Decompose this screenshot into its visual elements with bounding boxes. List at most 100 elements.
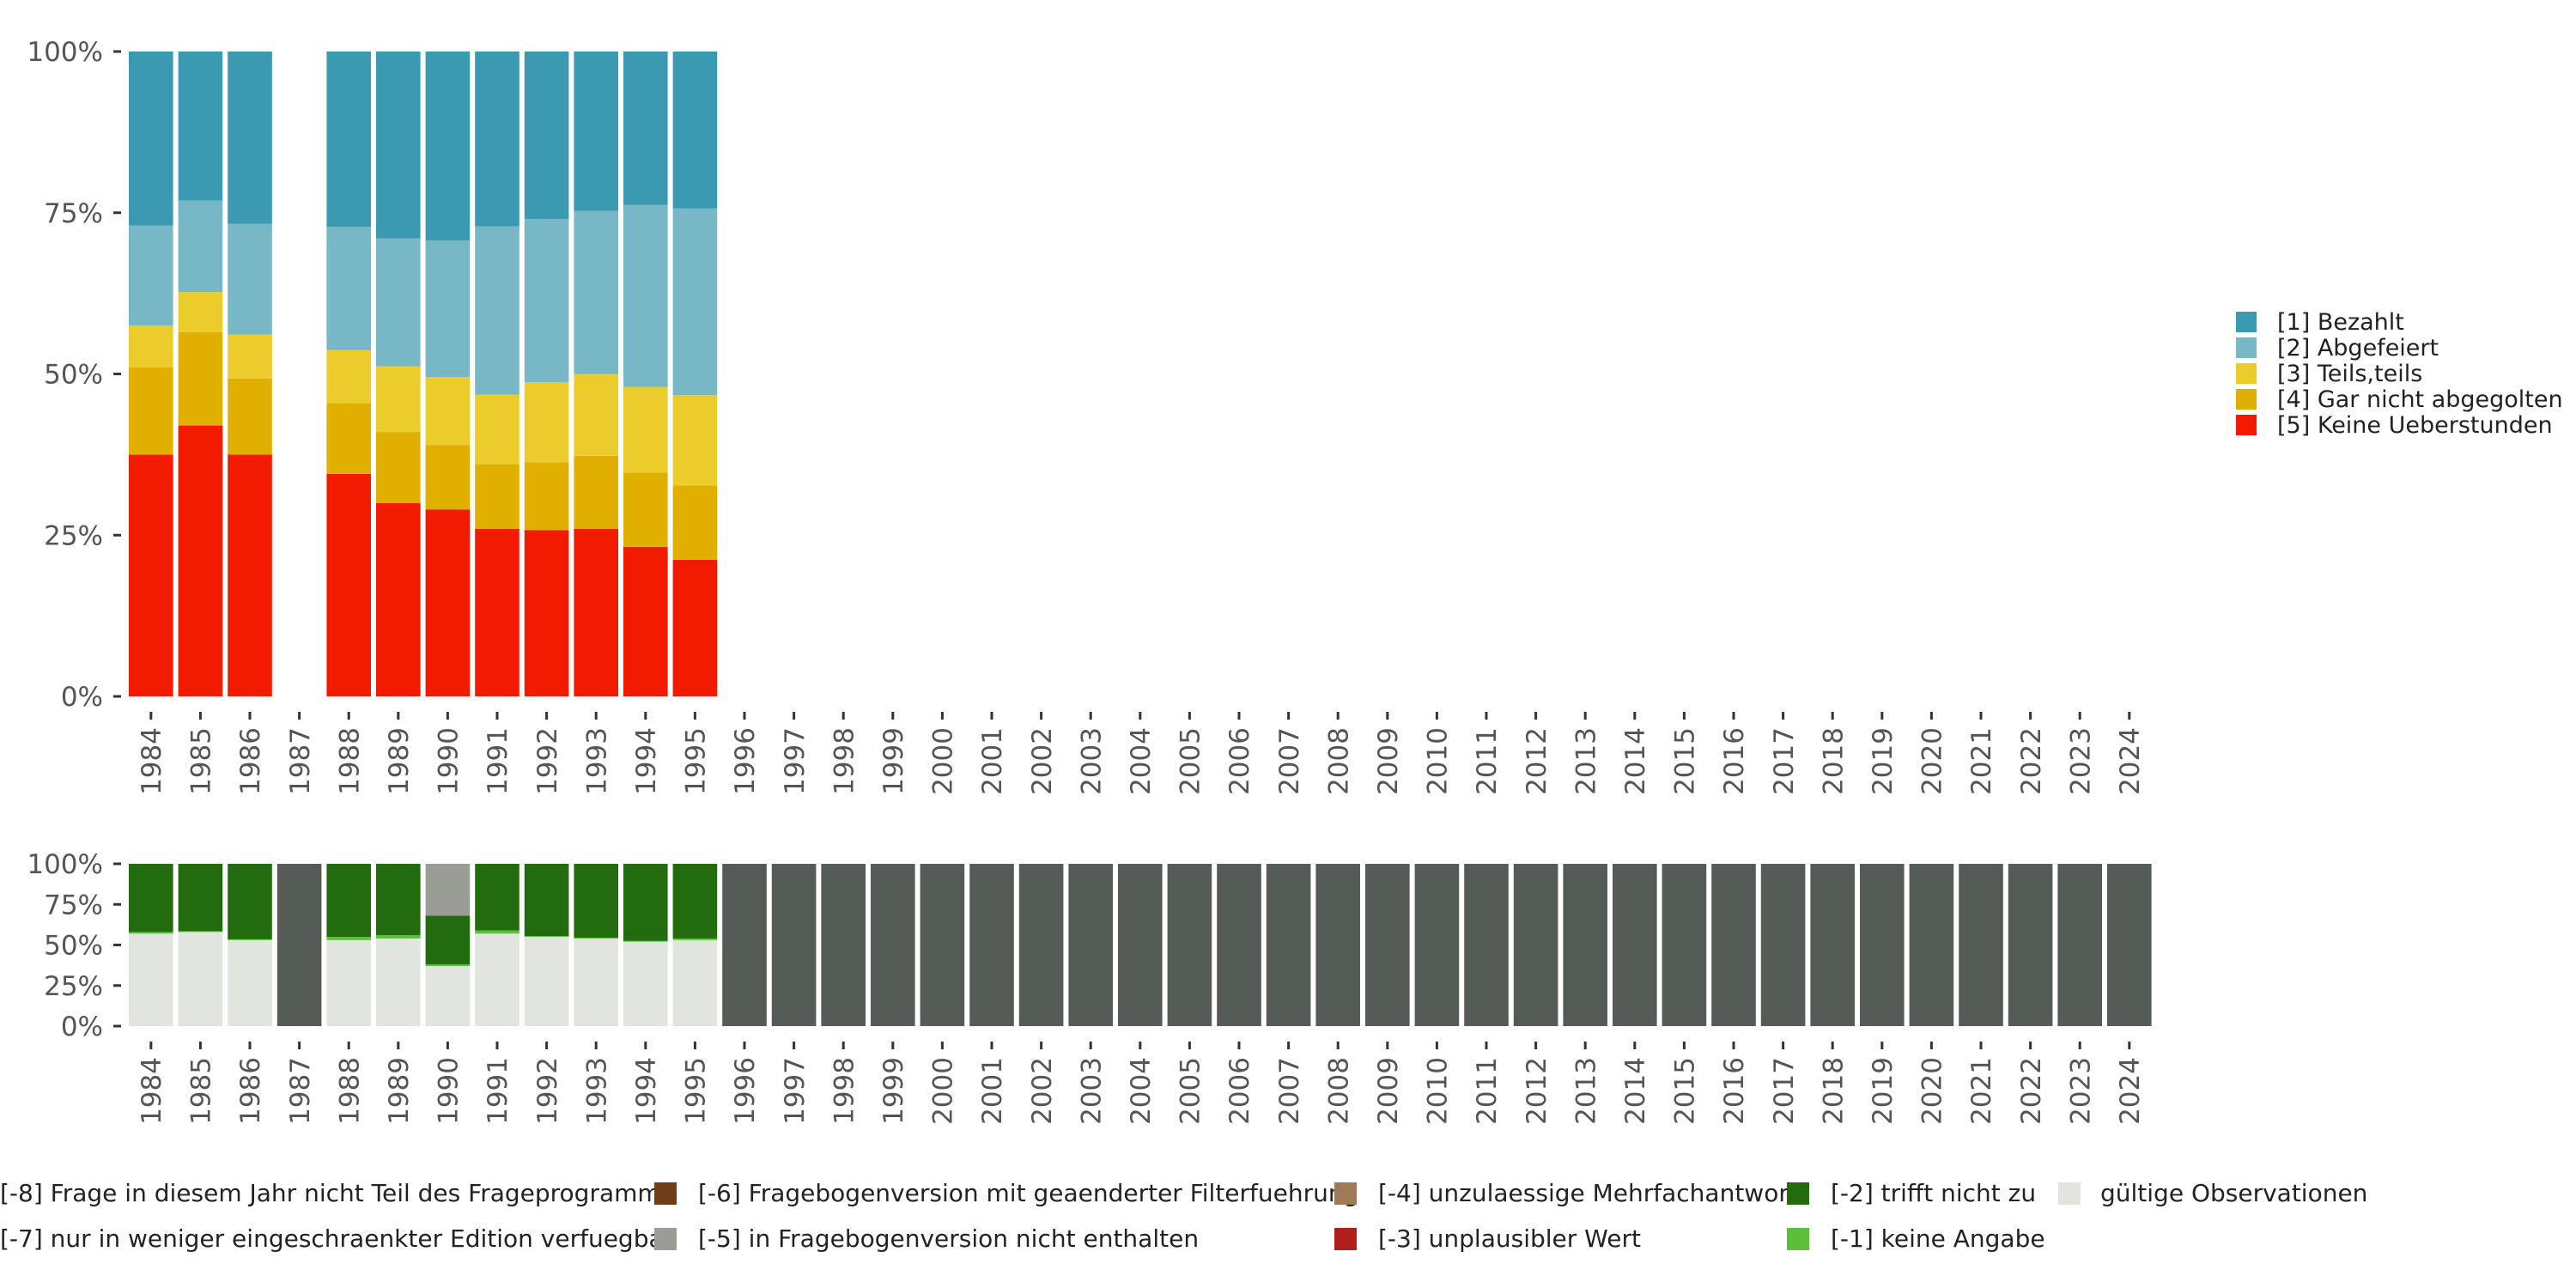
bar-segment — [1909, 864, 1954, 1026]
x-tick-label: 1995 — [681, 727, 712, 795]
x-tick-label: 2000 — [928, 1057, 959, 1125]
x-tick-label: 1999 — [878, 1057, 909, 1125]
bar-segment — [425, 52, 471, 241]
bar-segment — [228, 378, 272, 455]
bar-segment — [871, 864, 915, 1026]
x-tick-label: 2001 — [977, 727, 1008, 795]
x-tick-label: 2011 — [1472, 1057, 1503, 1125]
bar-segment — [969, 864, 1014, 1026]
x-tick-label: 2012 — [1522, 1057, 1552, 1125]
legend-label: [-7] nur in weniger eingeschraenkter Edi… — [0, 1224, 674, 1253]
x-tick-label: 1989 — [384, 727, 415, 795]
x-tick-label: 1997 — [780, 727, 811, 795]
x-tick-label: 2001 — [977, 1057, 1008, 1125]
x-tick-label: 2007 — [1274, 1057, 1305, 1125]
bar-segment — [129, 932, 173, 934]
bar-segment — [524, 219, 569, 383]
x-tick-label: 1996 — [730, 727, 761, 795]
bar-segment — [672, 559, 718, 696]
x-tick-label: 2023 — [2065, 1057, 2096, 1125]
x-tick-label: 1991 — [483, 727, 513, 795]
bar-segment — [1315, 864, 1360, 1026]
x-tick-label: 1994 — [631, 1057, 662, 1125]
bar-segment — [623, 52, 668, 205]
bar-segment — [228, 454, 272, 697]
x-tick-label: 1984 — [137, 1057, 167, 1125]
x-tick-label: 1994 — [631, 727, 662, 795]
bottom-chart: 0% 25% 50% 75% 100% 1984 1985 1986 1987 1988 1989 1… — [27, 849, 2152, 1125]
bar-segment — [228, 939, 272, 940]
x-tick-label: 1998 — [829, 1057, 860, 1125]
bar-segment — [326, 227, 371, 350]
bar-segment — [228, 223, 272, 335]
x-tick-label: 1993 — [581, 1057, 612, 1125]
x-tick-label: 2017 — [1769, 727, 1800, 795]
x-tick-label: 2002 — [1027, 727, 1058, 795]
bar-segment — [376, 935, 421, 939]
bar-segment — [672, 938, 718, 940]
bar-segment — [672, 208, 718, 396]
x-tick-label: 2003 — [1076, 727, 1107, 795]
bar-segment — [524, 52, 569, 220]
x-tick-label: 2010 — [1423, 1057, 1454, 1125]
legend-swatch — [2236, 415, 2257, 435]
bar-segment — [672, 395, 718, 486]
x-tick-label: 1998 — [829, 727, 860, 795]
x-tick-label: 2002 — [1027, 1057, 1058, 1125]
x-tick-label: 2005 — [1176, 1057, 1206, 1125]
x-tick-label: 2016 — [1719, 1057, 1750, 1125]
x-tick-label: 1984 — [137, 727, 167, 795]
bar-segment — [623, 546, 668, 696]
y-tick-label: 50% — [44, 360, 103, 391]
x-tick-label: 2010 — [1423, 727, 1454, 795]
bar-segment — [425, 377, 471, 446]
bar-segment — [623, 941, 668, 1026]
bar-segment — [178, 864, 223, 932]
bar-segment — [425, 966, 471, 1026]
bar-segment — [129, 454, 173, 697]
x-tick-label: 2013 — [1571, 727, 1601, 795]
bar-segment — [475, 933, 519, 1026]
x-tick-label: 1995 — [681, 1057, 712, 1125]
x-tick-label: 1986 — [235, 1057, 266, 1125]
bar-segment — [1513, 864, 1558, 1026]
bar-segment — [1167, 864, 1212, 1026]
bar-segment — [425, 509, 471, 696]
legend-label: [1] Bezahlt — [2277, 309, 2404, 336]
bar-segment — [129, 864, 173, 933]
x-tick-label: 2015 — [1670, 1057, 1701, 1125]
bar-segment — [425, 964, 471, 967]
bar-segment — [326, 473, 371, 696]
x-tick-label: 2020 — [1917, 1057, 1948, 1125]
y-tick-label: 50% — [44, 931, 103, 962]
x-tick-label: 2018 — [1818, 727, 1849, 795]
bar-segment — [623, 386, 668, 473]
bar-segment — [475, 528, 519, 696]
legend-swatch — [2058, 1182, 2081, 1205]
y-tick-label: 100% — [27, 37, 103, 68]
x-tick-label: 2016 — [1719, 727, 1750, 795]
x-tick-label: 2024 — [2115, 1057, 2146, 1125]
bar-segment — [524, 937, 569, 1026]
legend-swatch — [2236, 337, 2257, 358]
x-tick-label: 2007 — [1274, 727, 1305, 795]
bar-segment — [574, 864, 618, 938]
bar-segment — [475, 52, 519, 227]
bar-segment — [821, 864, 866, 1026]
legend-label: [5] Keine Ueberstunden — [2277, 412, 2553, 439]
bar-segment — [1563, 864, 1607, 1026]
bar-segment — [623, 940, 668, 942]
x-tick-label: 1999 — [878, 727, 909, 795]
legend-label: [-1] keine Angabe — [1831, 1224, 2045, 1253]
x-tick-label: 2011 — [1472, 727, 1503, 795]
bar-segment — [326, 403, 371, 474]
legend-swatch — [1334, 1182, 1357, 1205]
x-tick-label: 2013 — [1571, 1057, 1601, 1125]
bar-segment — [574, 938, 618, 1026]
x-tick-label: 2003 — [1076, 1057, 1107, 1125]
x-tick-label: 2012 — [1522, 727, 1552, 795]
bar-segment — [178, 931, 223, 933]
x-tick-label: 2006 — [1224, 1057, 1255, 1125]
x-tick-label: 2019 — [1868, 1057, 1899, 1125]
